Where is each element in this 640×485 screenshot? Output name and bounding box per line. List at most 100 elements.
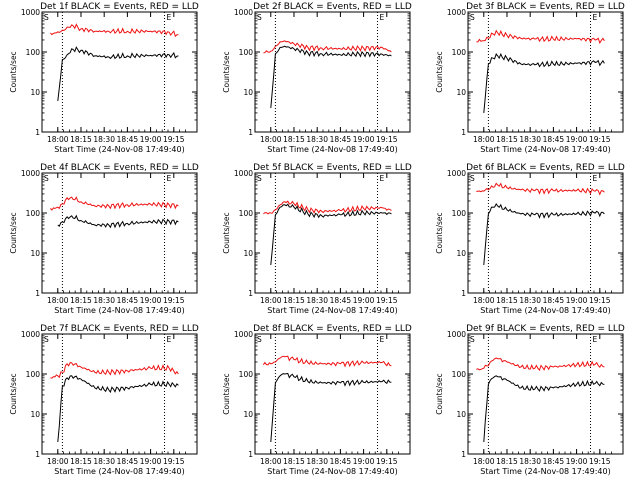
panel-title: Det 1f BLACK = Events, RED = LLD <box>40 2 199 12</box>
y-tick-label: 1 <box>35 128 40 137</box>
x-tick-label: 18:15 <box>70 296 92 305</box>
y-tick-label: 1 <box>248 128 253 137</box>
y-axis-label: Counts/sec <box>435 51 444 92</box>
x-tick-label: 18:00 <box>47 135 69 144</box>
panel-title: Det 3f BLACK = Events, RED = LLD <box>466 2 625 12</box>
detector-panel-5: Det 5f BLACK = Events, RED = LLD 1 10 100 10… <box>222 163 412 315</box>
x-tick-label: 18:00 <box>260 457 282 466</box>
x-tick-label: 19:15 <box>376 457 398 466</box>
events-series-line <box>270 45 392 108</box>
y-tick-label: 100 <box>239 209 254 218</box>
detector-panel-1: Det 1f BLACK = Events, RED = LLD 1 10 100 10… <box>9 2 199 154</box>
y-tick-label: 1000 <box>234 169 253 178</box>
y-axis-label: Counts/sec <box>222 51 231 92</box>
end-marker-label: E <box>593 13 598 22</box>
y-tick-label: 1 <box>461 128 466 137</box>
x-tick-label: 18:15 <box>283 296 305 305</box>
y-axis-label: Counts/sec <box>435 212 444 253</box>
y-tick-label: 1000 <box>21 330 40 339</box>
x-axis-label: Start Time (24-Nov-08 17:49:40) <box>480 467 610 476</box>
x-tick-label: 18:45 <box>330 457 352 466</box>
y-tick-label: 100 <box>452 48 467 57</box>
events-series-line <box>483 52 605 113</box>
x-tick-label: 19:00 <box>140 296 162 305</box>
x-tick-label: 18:15 <box>496 296 518 305</box>
x-axis-label: Start Time (24-Nov-08 17:49:40) <box>54 467 184 476</box>
panel-title: Det 7f BLACK = Events, RED = LLD <box>40 324 199 334</box>
end-marker-label: E <box>167 13 172 22</box>
x-tick-label: 18:00 <box>47 457 69 466</box>
y-tick-label: 100 <box>26 209 41 218</box>
x-tick-label: 19:00 <box>353 457 375 466</box>
detector-panel-6: Det 6f BLACK = Events, RED = LLD 1 10 100 10… <box>435 163 625 315</box>
panel-title: Det 8f BLACK = Events, RED = LLD <box>253 324 412 334</box>
plot-frame <box>41 11 198 133</box>
x-tick-label: 18:45 <box>330 296 352 305</box>
start-marker-label: S <box>44 174 49 183</box>
y-tick-label: 10 <box>456 88 466 97</box>
lld-series-line <box>476 357 605 372</box>
y-tick-label: 10 <box>243 88 253 97</box>
y-tick-label: 100 <box>26 48 41 57</box>
x-tick-label: 19:15 <box>376 135 398 144</box>
end-marker-label: E <box>593 174 598 183</box>
events-series-line <box>57 375 179 443</box>
y-axis-label: Counts/sec <box>222 212 231 253</box>
events-series-line <box>483 375 605 443</box>
y-tick-label: 1 <box>248 289 253 298</box>
end-marker-label: E <box>380 335 385 344</box>
y-tick-label: 100 <box>452 370 467 379</box>
x-tick-label: 18:45 <box>117 135 139 144</box>
x-axis-label: Start Time (24-Nov-08 17:49:40) <box>54 306 184 315</box>
x-tick-label: 18:45 <box>117 296 139 305</box>
x-tick-label: 18:45 <box>543 457 565 466</box>
lld-series-line <box>50 196 179 211</box>
detector-panel-8: Det 8f BLACK = Events, RED = LLD 1 10 100 10… <box>222 324 412 476</box>
x-tick-label: 18:45 <box>330 135 352 144</box>
y-tick-label: 100 <box>26 370 41 379</box>
end-marker-label: E <box>380 13 385 22</box>
lld-series-line <box>263 200 392 215</box>
x-tick-label: 19:15 <box>163 457 185 466</box>
panel-title: Det 9f BLACK = Events, RED = LLD <box>466 324 625 334</box>
x-tick-label: 18:00 <box>473 296 495 305</box>
events-series-line <box>270 372 392 443</box>
start-marker-label: S <box>44 335 49 344</box>
x-tick-label: 19:15 <box>589 135 611 144</box>
y-tick-label: 10 <box>456 249 466 258</box>
lld-series-line <box>476 182 605 196</box>
start-marker-label: S <box>470 13 475 22</box>
x-tick-label: 18:15 <box>496 457 518 466</box>
lld-series-line <box>262 355 392 368</box>
x-axis-label: Start Time (24-Nov-08 17:49:40) <box>54 145 184 154</box>
y-tick-label: 1000 <box>447 169 466 178</box>
lld-series-line <box>50 362 179 379</box>
events-series-line <box>483 202 605 266</box>
events-series-line <box>270 203 392 266</box>
x-tick-label: 19:00 <box>566 457 588 466</box>
start-marker-label: S <box>257 13 262 22</box>
x-axis-label: Start Time (24-Nov-08 17:49:40) <box>267 145 397 154</box>
y-tick-label: 10 <box>30 249 40 258</box>
x-tick-label: 19:15 <box>376 296 398 305</box>
plot-frame <box>41 172 198 294</box>
y-tick-label: 10 <box>30 88 40 97</box>
y-tick-label: 100 <box>239 370 254 379</box>
y-tick-label: 1 <box>248 450 253 459</box>
x-axis-label: Start Time (24-Nov-08 17:49:40) <box>480 306 610 315</box>
plot-frame <box>254 333 411 455</box>
start-marker-label: S <box>470 335 475 344</box>
x-tick-label: 19:00 <box>353 135 375 144</box>
x-tick-label: 18:15 <box>283 135 305 144</box>
y-tick-label: 10 <box>243 249 253 258</box>
events-series-line <box>57 214 179 229</box>
y-tick-label: 100 <box>239 48 254 57</box>
x-tick-label: 18:00 <box>473 457 495 466</box>
panel-title: Det 2f BLACK = Events, RED = LLD <box>253 2 412 12</box>
plot-frame <box>467 172 624 294</box>
detector-panel-4: Det 4f BLACK = Events, RED = LLD 1 10 100 10… <box>9 163 199 315</box>
x-axis-label: Start Time (24-Nov-08 17:49:40) <box>267 467 397 476</box>
detector-panel-7: Det 7f BLACK = Events, RED = LLD 1 10 100 10… <box>9 324 199 476</box>
y-tick-label: 1 <box>461 289 466 298</box>
